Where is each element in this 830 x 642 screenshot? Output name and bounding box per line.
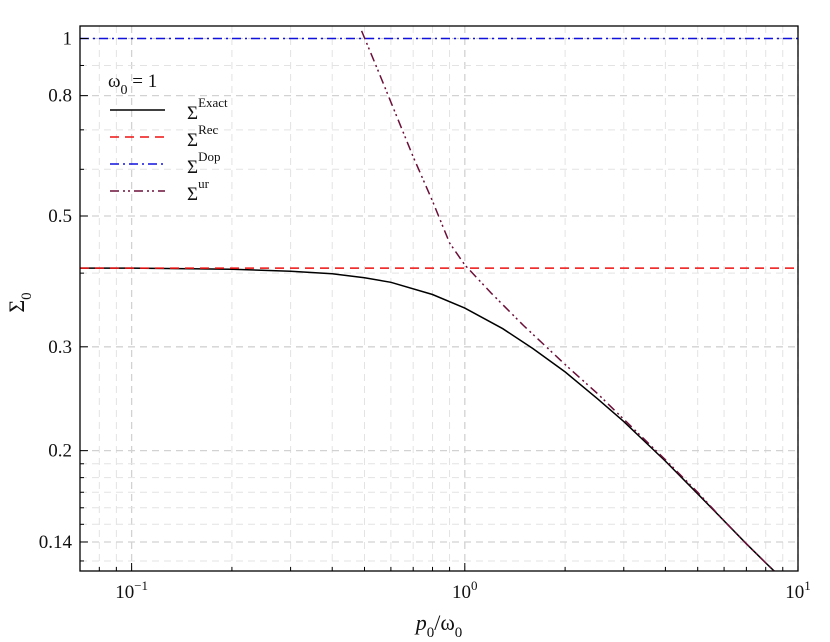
grid — [79, 26, 799, 571]
legend-label-sup: Dop — [198, 149, 220, 164]
x-tick-exponent: 1 — [804, 578, 811, 593]
legend-label-sup: ur — [198, 176, 210, 191]
y-tick-label: 0.14 — [39, 532, 73, 553]
series-line-ur — [360, 30, 776, 571]
legend-title: ω0 = 1 — [108, 71, 157, 98]
x-tick-label: 101 — [785, 578, 811, 603]
y-axis-label: Σ0 — [4, 292, 35, 312]
legend-label-exact: ΣExact — [187, 95, 228, 124]
x-label-numerator: p — [414, 610, 427, 635]
legend-label-dop: ΣDop — [187, 149, 220, 178]
legend-label-base: Σ — [187, 184, 198, 205]
plot-frame — [79, 25, 799, 572]
x-tick-label: 10−1 — [115, 578, 148, 603]
series-lines — [80, 30, 798, 571]
x-tick-exponent: 0 — [471, 578, 478, 593]
y-tick-label: 1 — [63, 28, 73, 49]
x-label-denominator-sub: 0 — [455, 625, 463, 641]
series-line-exact — [80, 267, 776, 571]
y-tick-label: 0.5 — [48, 206, 72, 227]
x-tick-base: 10 — [115, 582, 134, 603]
legend-label-rec: ΣRec — [187, 122, 219, 151]
x-tick-base: 10 — [785, 582, 804, 603]
legend-title-sub: 0 — [121, 83, 128, 98]
y-tick-label: 0.2 — [48, 441, 72, 462]
legend-label-sup: Rec — [198, 122, 218, 137]
legend-label-base: Σ — [187, 157, 198, 178]
x-label-numerator-sub: 0 — [427, 625, 435, 641]
legend-label-base: Σ — [187, 103, 198, 124]
x-axis-label: p0/ω0 — [414, 610, 463, 641]
legend-title-rest: = 1 — [128, 71, 158, 92]
x-tick-label: 100 — [452, 578, 478, 603]
x-label-denominator: /ω — [434, 610, 455, 635]
legend-title-base: ω — [108, 71, 121, 92]
legend-label-sup: Exact — [198, 95, 228, 110]
x-tick-exponent: −1 — [134, 578, 148, 593]
y-tick-label: 0.3 — [48, 337, 72, 358]
legend-label-base: Σ — [187, 130, 198, 151]
x-tick-base: 10 — [452, 582, 471, 603]
y-tick-label: 0.8 — [48, 86, 72, 107]
y-label-sub: 0 — [19, 292, 35, 300]
y-label-base: Σ — [4, 300, 29, 313]
legend-label-ur: Σur — [187, 176, 210, 205]
